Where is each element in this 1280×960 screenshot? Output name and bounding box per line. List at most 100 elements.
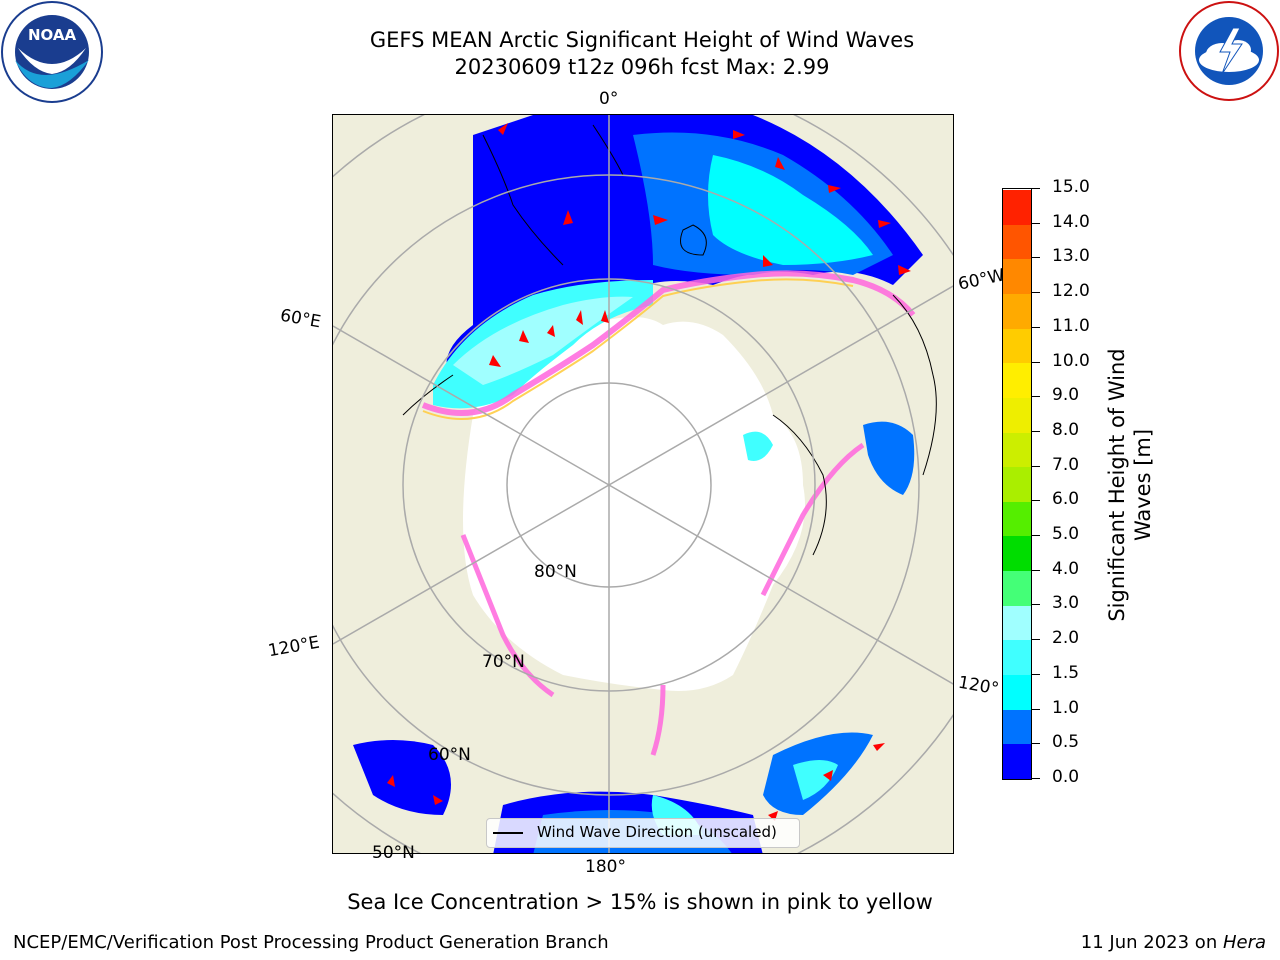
colorbar-segment bbox=[1003, 328, 1031, 364]
colorbar-tick-mark bbox=[1032, 396, 1040, 398]
hudson-waves bbox=[743, 431, 773, 461]
colorbar-tick-label: 2.0 bbox=[1052, 628, 1080, 649]
colorbar-tick-label: 11.0 bbox=[1052, 315, 1090, 336]
wave-arrow bbox=[498, 123, 508, 135]
colorbar-tick-label: 8.0 bbox=[1052, 419, 1080, 440]
lat-label-70: 70°N bbox=[482, 652, 525, 672]
wave-arrow bbox=[823, 770, 833, 781]
noaa-logo: NOAA bbox=[0, 0, 104, 104]
colorbar-segment bbox=[1003, 362, 1031, 398]
chart-title: GEFS MEAN Arctic Significant Height of W… bbox=[369, 28, 915, 52]
meridian-60w bbox=[608, 285, 953, 486]
wave-arrow bbox=[601, 310, 609, 323]
colorbar-tick-mark bbox=[1032, 743, 1040, 745]
colorbar-segment bbox=[1003, 397, 1031, 433]
colorbar-tick-label: 12.0 bbox=[1052, 281, 1090, 302]
run-host: Hera bbox=[1222, 932, 1266, 953]
wave-arrow bbox=[563, 210, 573, 225]
colorbar-tick-mark bbox=[1032, 188, 1040, 189]
wave-arrow bbox=[489, 355, 501, 367]
colorbar-tick-label: 3.0 bbox=[1052, 593, 1080, 614]
arctic-ice-interior bbox=[463, 317, 805, 691]
colorbar-segment bbox=[1003, 639, 1031, 676]
colorbar-segment bbox=[1003, 293, 1031, 329]
wave-direction-arrows bbox=[387, 123, 911, 821]
colorbar-tick-mark bbox=[1032, 535, 1040, 537]
wave-arrow bbox=[733, 130, 745, 139]
wave-arrow bbox=[433, 795, 443, 805]
colorbar-tick-label: 10.0 bbox=[1052, 350, 1090, 371]
colorbar-segment bbox=[1003, 605, 1031, 641]
wave-arrow bbox=[763, 255, 773, 267]
lat-label-50: 50°N bbox=[372, 843, 415, 863]
colorbar-tick-mark bbox=[1032, 604, 1040, 606]
meridian-120w bbox=[608, 484, 953, 685]
lon-label-120e: 120°E bbox=[266, 632, 322, 662]
okhotsk-waves bbox=[353, 740, 451, 815]
graticule bbox=[333, 115, 953, 853]
colorbar-segment bbox=[1003, 674, 1031, 710]
atlantic-waves-cyan bbox=[708, 155, 873, 265]
colorbar-tick-label: 14.0 bbox=[1052, 211, 1090, 232]
colorbar-tick-label: 0.0 bbox=[1052, 767, 1080, 787]
run-date-text: 11 Jun 2023 on bbox=[1080, 932, 1223, 953]
lat-label-80: 80°N bbox=[534, 562, 577, 582]
coastline bbox=[402, 124, 937, 556]
chart-subtitle: 20230609 t12z 096h fcst Max: 2.99 bbox=[454, 55, 830, 79]
legend-label: Wind Wave Direction (unscaled) bbox=[537, 823, 777, 841]
colorbar-tick-label: 1.5 bbox=[1052, 662, 1080, 683]
wave-arrow bbox=[547, 325, 555, 337]
colorbar-segment bbox=[1003, 535, 1031, 572]
colorbar-segment bbox=[1003, 432, 1031, 468]
colorbar-tick-label: 7.0 bbox=[1052, 454, 1080, 475]
map-legend: Wind Wave Direction (unscaled) bbox=[486, 818, 800, 848]
colorbar bbox=[1002, 188, 1032, 780]
colorbar-tick-label: 13.0 bbox=[1052, 246, 1090, 267]
legend-line bbox=[493, 832, 523, 834]
colorbar-segment bbox=[1003, 501, 1031, 537]
meridian-60e bbox=[333, 325, 610, 486]
sea-ice-note: Sea Ice Concentration > 15% is shown in … bbox=[347, 890, 933, 914]
wave-arrow bbox=[653, 215, 668, 225]
colorbar-tick-mark bbox=[1032, 465, 1040, 467]
colorbar-label: Significant Height of Wind Waves [m] bbox=[1104, 348, 1156, 621]
run-date: 11 Jun 2023 on Hera bbox=[1081, 932, 1266, 953]
nws-logo bbox=[1178, 0, 1280, 102]
colorbar-segment bbox=[1003, 258, 1031, 294]
baffin-waves bbox=[863, 421, 915, 495]
wave-arrow bbox=[828, 185, 841, 193]
sea-ice-edge bbox=[421, 270, 916, 416]
lon-label-180: 180° bbox=[585, 857, 626, 877]
colorbar-label-line1: Significant Height of Wind bbox=[1105, 348, 1129, 622]
wave-arrow bbox=[519, 330, 529, 343]
wave-arrow bbox=[898, 265, 911, 275]
colorbar-label-line2: Waves [m] bbox=[1131, 428, 1155, 542]
colorbar-tick-mark bbox=[1032, 569, 1040, 571]
colorbar-tick-mark bbox=[1032, 430, 1040, 432]
alaska-gulf-cyan bbox=[793, 760, 838, 800]
wave-arrow bbox=[576, 310, 583, 325]
colorbar-tick-label: 4.0 bbox=[1052, 558, 1080, 579]
wave-arrow bbox=[878, 220, 891, 228]
lon-label-0: 0° bbox=[599, 89, 619, 109]
polar-map-svg bbox=[333, 115, 953, 853]
noaa-wordmark: NOAA bbox=[28, 26, 77, 44]
colorbar-tick-mark bbox=[1032, 292, 1040, 294]
colorbar-segment bbox=[1003, 743, 1031, 779]
lon-label-120w: 120° bbox=[956, 672, 1001, 700]
colorbar-tick-label: 15.0 bbox=[1052, 177, 1090, 197]
lat-label-60: 60°N bbox=[428, 745, 471, 765]
producer-credit: NCEP/EMC/Verification Post Processing Pr… bbox=[13, 932, 609, 953]
colorbar-tick-label: 5.0 bbox=[1052, 524, 1080, 545]
colorbar-tick-mark bbox=[1032, 778, 1040, 779]
colorbar-tick-mark bbox=[1032, 639, 1040, 641]
lon-label-60w: 60°W bbox=[956, 265, 1007, 295]
colorbar-tick-label: 9.0 bbox=[1052, 385, 1080, 406]
colorbar-tick-label: 6.0 bbox=[1052, 489, 1080, 510]
colorbar-tick-mark bbox=[1032, 673, 1040, 675]
wave-arrow bbox=[387, 775, 395, 787]
colorbar-segment bbox=[1003, 570, 1031, 606]
colorbar-tick-label: 1.0 bbox=[1052, 697, 1080, 718]
wave-arrow bbox=[873, 743, 885, 751]
colorbar-segment bbox=[1003, 466, 1031, 502]
